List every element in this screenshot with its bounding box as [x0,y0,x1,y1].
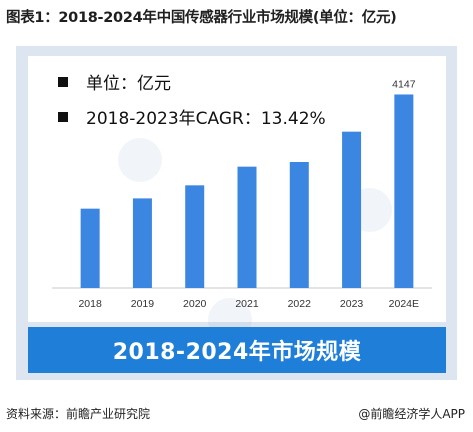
bar-2019 [132,198,152,288]
bar-2020 [185,185,205,288]
legend-bullet-icon [58,76,68,87]
bar-2018 [80,208,100,288]
brand-credit: @前瞻经济学人APP [358,407,465,421]
legend-unit: 单位：亿元 [58,69,171,94]
source-note: 资料来源：前瞻产业研究院 [6,407,151,421]
legend-bullet-icon [58,111,68,122]
bar-2024E [394,94,414,288]
data-label: 4147 [392,78,416,90]
bar-2023 [342,131,362,288]
x-tick-label: 2023 [340,298,364,310]
bar-2022 [289,162,309,288]
bar-2021 [237,166,257,288]
x-tick-label: 2020 [183,298,207,310]
figure-title: 图表1：2018-2024年中国传感器行业市场规模(单位：亿元) [6,10,397,26]
chart-banner: 2018-2024年市场规模 [28,327,446,373]
x-tick-label: 2019 [131,298,155,310]
x-tick-label: 2021 [235,298,259,310]
legend-cagr: 2018-2023年CAGR：13.42% [58,104,326,129]
x-tick-label: 2024E [389,298,419,310]
legend-unit-text: 单位：亿元 [86,74,171,94]
x-tick-label: 2022 [288,298,312,310]
legend-cagr-text: 2018-2023年CAGR：13.42% [86,109,326,129]
x-tick-label: 2018 [78,298,102,310]
bar-chart: 2018 2019 2020 2021 2022 2023 2024E 4147 [52,78,432,310]
